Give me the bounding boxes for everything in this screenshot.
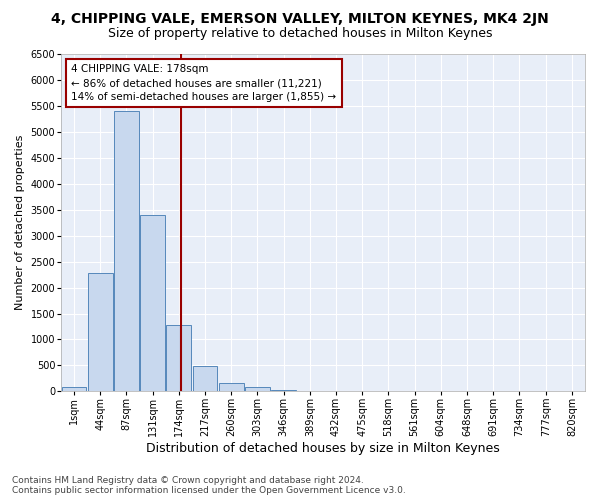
Text: 4, CHIPPING VALE, EMERSON VALLEY, MILTON KEYNES, MK4 2JN: 4, CHIPPING VALE, EMERSON VALLEY, MILTON… xyxy=(51,12,549,26)
Y-axis label: Number of detached properties: Number of detached properties xyxy=(15,135,25,310)
X-axis label: Distribution of detached houses by size in Milton Keynes: Distribution of detached houses by size … xyxy=(146,442,500,455)
Text: Contains HM Land Registry data © Crown copyright and database right 2024.
Contai: Contains HM Land Registry data © Crown c… xyxy=(12,476,406,495)
Bar xyxy=(193,366,217,392)
Bar xyxy=(298,391,322,392)
Text: 4 CHIPPING VALE: 178sqm
← 86% of detached houses are smaller (11,221)
14% of sem: 4 CHIPPING VALE: 178sqm ← 86% of detache… xyxy=(71,64,337,102)
Bar xyxy=(271,390,296,392)
Bar xyxy=(219,382,244,392)
Bar xyxy=(140,215,165,392)
Bar xyxy=(62,387,86,392)
Bar xyxy=(114,111,139,392)
Text: Size of property relative to detached houses in Milton Keynes: Size of property relative to detached ho… xyxy=(108,28,492,40)
Bar xyxy=(166,325,191,392)
Bar xyxy=(88,273,113,392)
Bar xyxy=(245,386,270,392)
